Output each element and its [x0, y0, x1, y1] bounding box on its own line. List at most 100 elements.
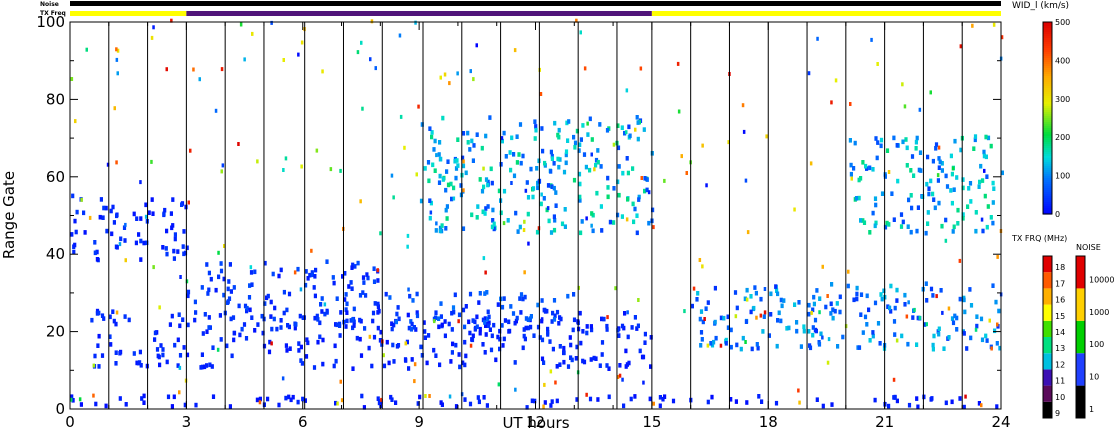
echo-cell	[303, 398, 307, 403]
width-scale-tick: 300	[1055, 95, 1070, 104]
echo-cell	[815, 397, 819, 402]
echo-cell	[636, 323, 640, 329]
echo-cell	[863, 314, 868, 320]
echo-cell	[606, 185, 610, 190]
echo-cell	[514, 318, 518, 324]
noise-cell	[745, 297, 749, 302]
echo-cell	[985, 338, 989, 343]
noise-cell	[821, 264, 824, 269]
noise-cell	[469, 69, 472, 74]
echo-cell	[706, 399, 710, 405]
echo-cell	[138, 349, 142, 355]
echo-cell	[995, 341, 999, 346]
echo-cell	[588, 167, 592, 173]
noise-cell	[974, 327, 978, 332]
echo-cell	[944, 217, 948, 223]
echo-cell	[93, 250, 97, 256]
echo-cell	[937, 165, 941, 170]
echo-cell	[930, 396, 934, 401]
echo-cell	[972, 146, 976, 151]
echo-cell	[499, 210, 503, 216]
echo-cell	[260, 313, 264, 319]
width-scale-cell	[1043, 24, 1052, 27]
echo-cell	[562, 350, 566, 356]
echo-cell	[291, 394, 295, 400]
echo-cell	[871, 333, 875, 339]
echo-cell	[515, 160, 519, 165]
noise-cell	[321, 69, 324, 74]
noise-cell	[546, 206, 550, 211]
echo-cell	[605, 128, 610, 133]
echo-cell	[449, 181, 453, 187]
echo-cell	[572, 177, 577, 183]
echo-cell	[396, 305, 400, 310]
echo-cell	[712, 339, 716, 345]
echo-cell	[305, 337, 309, 342]
echo-cell	[901, 139, 905, 145]
echo-cell	[969, 199, 973, 204]
noise-cell	[996, 322, 999, 327]
echo-cell	[862, 220, 867, 225]
echo-cell	[444, 187, 448, 193]
echo-cell	[749, 294, 753, 299]
echo-cell	[514, 210, 518, 216]
echo-cell	[940, 168, 944, 173]
echo-cell	[744, 319, 748, 324]
echo-cell	[431, 162, 435, 168]
echo-cell	[316, 339, 320, 345]
noise-cell	[870, 37, 873, 42]
echo-cell	[367, 345, 371, 351]
echo-cell	[420, 353, 424, 358]
echo-cell	[645, 177, 649, 182]
noise-cell	[144, 214, 148, 219]
width-scale-cell	[1043, 64, 1052, 67]
echo-cell	[620, 214, 624, 219]
echo-cell	[929, 286, 934, 292]
echo-cell	[483, 316, 487, 321]
echo-cell	[596, 397, 600, 402]
echo-cell	[563, 224, 567, 229]
width-scale-cell	[1043, 154, 1052, 157]
echo-cell	[362, 280, 366, 285]
noise-cell	[78, 397, 82, 402]
echo-cell	[564, 149, 569, 154]
width-scale-cell	[1043, 88, 1052, 91]
echo-cell	[533, 119, 537, 124]
noise-cell	[502, 221, 506, 226]
echo-cell	[599, 204, 603, 209]
echo-cell	[438, 225, 443, 231]
noise-cell	[618, 373, 622, 378]
echo-cell	[550, 319, 554, 324]
echo-cell	[921, 194, 925, 199]
echo-cell	[298, 313, 302, 319]
noise-cell	[540, 192, 543, 197]
noise-cell	[892, 377, 896, 382]
echo-cell	[552, 317, 557, 322]
echo-cell	[868, 230, 872, 235]
echo-cell	[594, 356, 598, 361]
echo-cell	[228, 262, 232, 267]
echo-cell	[942, 346, 946, 351]
echo-cell	[918, 150, 923, 155]
echo-cell	[874, 220, 878, 226]
echo-cell	[376, 278, 380, 283]
echo-cell	[936, 329, 940, 334]
noise-cell	[964, 394, 967, 399]
echo-cell	[240, 326, 244, 332]
echo-cell	[956, 221, 960, 226]
noise-cell	[150, 35, 154, 40]
echo-cell	[484, 133, 488, 139]
echo-cell	[222, 292, 226, 298]
echo-cell	[867, 307, 871, 313]
noise-cell	[220, 169, 223, 174]
echo-cell	[104, 205, 108, 211]
noise-cell	[606, 315, 609, 320]
echo-cell	[817, 342, 822, 347]
echo-cell	[172, 394, 176, 400]
echo-cell	[545, 308, 549, 314]
echo-cell	[553, 218, 557, 223]
echo-cell	[376, 301, 380, 307]
noise-cell	[300, 40, 304, 45]
echo-cell	[433, 138, 437, 144]
